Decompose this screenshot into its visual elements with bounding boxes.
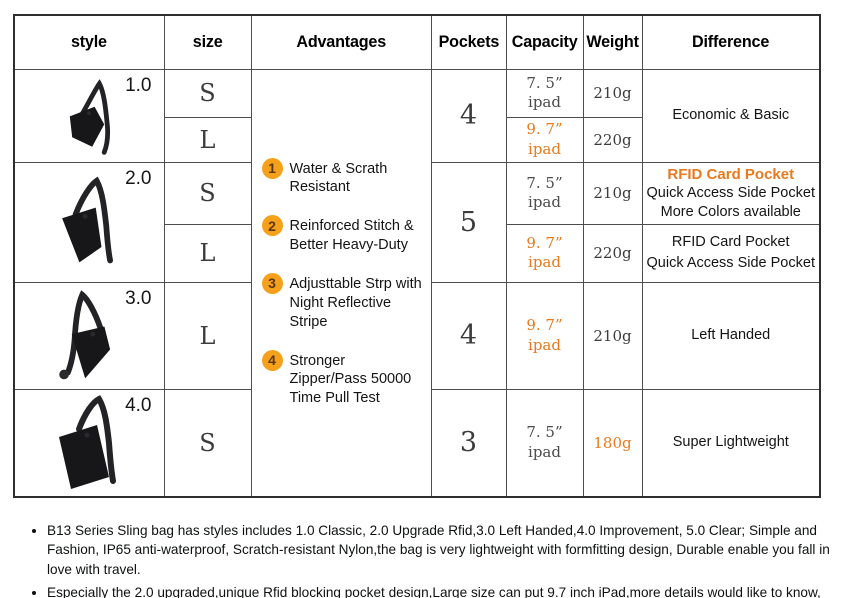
difference-cell-1: Economic & Basic (641, 68, 821, 163)
header-capacity: Capacity (505, 14, 584, 70)
difference-line: RFID Card Pocket (671, 234, 790, 251)
style-version-label: 3.0 (125, 287, 152, 309)
row-style3: 3.0 L 4 9. 7” ipad 210g Left Handed (13, 281, 821, 390)
style-version-label: 1.0 (125, 74, 152, 96)
advantages-cell: 1 Water & Scrath Resistant 2 Reinforced … (250, 68, 432, 498)
capacity-cell-1-l: 9. 7” ipad (505, 116, 584, 163)
style-version-label: 2.0 (125, 167, 152, 189)
style-cell-1: 1.0 (13, 68, 165, 163)
difference-line-highlight: RFID Card Pocket (667, 165, 795, 183)
capacity-device: ipad (528, 193, 561, 212)
difference-cell-2-l: RFID Card Pocket Quick Access Side Pocke… (641, 223, 821, 283)
style-cell-2: 2.0 (13, 161, 165, 283)
comparison-table: style size Advantages Pockets Capacity W… (13, 14, 821, 499)
weight-cell-4: 180g (582, 388, 643, 498)
size-cell-2-l: L (163, 223, 252, 283)
style-cell-4: 4.0 (13, 388, 165, 498)
header-pockets: Pockets (430, 14, 507, 70)
advantage-2-text: Reinforced Stitch & Better Heavy-Duty (289, 218, 414, 254)
capacity-cell-1-s: 7. 5” ipad (505, 68, 584, 118)
difference-line: More Colors available (660, 203, 801, 220)
row-style2-l: L 9. 7” ipad 220g RFID Card Pocket Quick… (14, 223, 821, 283)
row-style4: 4.0 S 3 7. 5” ipad 180g Super Lightweigh… (13, 388, 821, 498)
header-row: style size Advantages Pockets Capacity W… (13, 14, 821, 70)
row-style1-s: 1.0 S 1 Water & Scrath Resistant (13, 68, 821, 498)
advantages-list: 1 Water & Scrath Resistant 2 Reinforced … (261, 149, 425, 417)
advantage-4-badge: 4 (261, 349, 283, 371)
advantage-1-badge: 1 (261, 157, 283, 179)
weight-cell-2-s: 210g (582, 161, 643, 225)
size-cell-1-s: S (163, 68, 252, 118)
capacity-size: 7. 5” (526, 73, 563, 92)
style-cell-3: 3.0 (13, 281, 165, 390)
size-cell-1-l: L (163, 116, 252, 163)
bullet-item-1: B13 Series Sling bag has styles includes… (47, 521, 842, 579)
capacity-device: ipad (528, 335, 561, 354)
row-style2-s: 2.0 S 5 7. 5” ipad 210g RFID Card Pocket (13, 161, 821, 283)
pockets-cell-4: 3 (430, 388, 507, 498)
difference-cell-2-s: RFID Card Pocket Quick Access Side Pocke… (641, 161, 821, 225)
header-difference: Difference (641, 14, 821, 70)
difference-line: Quick Access Side Pocket (646, 255, 815, 272)
pockets-cell-3: 4 (430, 281, 507, 390)
bullet-list: B13 Series Sling bag has styles includes… (30, 521, 842, 598)
capacity-cell-2-s: 7. 5” ipad (505, 161, 584, 225)
sling-bag-1-image (70, 78, 111, 155)
capacity-device: ipad (528, 442, 561, 461)
sling-bag-3-image (59, 289, 111, 379)
bullet-2-text: Especially the 2.0 upgraded,unique Rfid … (47, 584, 821, 598)
pockets-cell-2: 5 (430, 161, 507, 283)
capacity-cell-2-l: 9. 7” ipad (505, 223, 584, 283)
row-style1-l: L 9. 7” ipad 220g (14, 116, 820, 163)
difference-line: Quick Access Side Pocket (646, 185, 815, 201)
capacity-cell-4: 7. 5” ipad (505, 388, 584, 498)
size-cell-2-s: S (163, 161, 252, 225)
capacity-device: ipad (528, 93, 561, 111)
capacity-size: 9. 7” (526, 316, 563, 335)
advantage-4-text: Stronger Zipper/Pass 50000 Time Pull Tes… (289, 352, 412, 407)
difference-cell-4: Super Lightweight (641, 388, 821, 498)
weight-cell-3: 210g (582, 281, 643, 390)
capacity-size: 7. 5” (526, 423, 563, 442)
bullet-item-2: Especially the 2.0 upgraded,unique Rfid … (47, 583, 842, 598)
header-style: style (13, 14, 165, 70)
sling-bag-2-image (62, 176, 114, 264)
header-weight: Weight (582, 14, 643, 70)
weight-cell-2-l: 220g (582, 223, 643, 283)
capacity-size: 9. 7” (526, 120, 563, 138)
weight-cell-1-l: 220g (582, 116, 643, 163)
capacity-device: ipad (528, 253, 561, 272)
style-version-label: 4.0 (125, 394, 152, 416)
advantage-item: 4 Stronger Zipper/Pass 50000 Time Pull T… (261, 349, 425, 409)
description-notes: B13 Series Sling bag has styles includes… (30, 521, 842, 598)
advantage-item: 2 Reinforced Stitch & Better Heavy-Duty (261, 215, 425, 255)
header-size: size (163, 14, 252, 70)
capacity-size: 9. 7” (526, 233, 563, 252)
advantage-item: 1 Water & Scrath Resistant (261, 157, 425, 198)
size-cell-4: S (163, 388, 252, 498)
capacity-cell-3: 9. 7” ipad (505, 281, 584, 390)
difference-cell-3: Left Handed (641, 281, 821, 390)
sling-bag-4-image (59, 395, 117, 489)
size-cell-3: L (163, 281, 252, 390)
advantage-3-badge: 3 (261, 273, 283, 294)
pockets-cell-1: 4 (430, 68, 507, 163)
advantage-3-text: Adjusttable Strp with Night Reflective S… (289, 276, 422, 330)
weight-cell-1-s: 210g (582, 68, 643, 118)
capacity-device: ipad (528, 139, 561, 158)
header-advantages: Advantages (250, 14, 432, 70)
advantage-item: 3 Adjusttable Strp with Night Reflective… (261, 273, 425, 332)
capacity-size: 7. 5” (526, 173, 563, 192)
advantage-1-text: Water & Scrath Resistant (289, 160, 388, 196)
advantage-2-badge: 2 (261, 215, 283, 237)
